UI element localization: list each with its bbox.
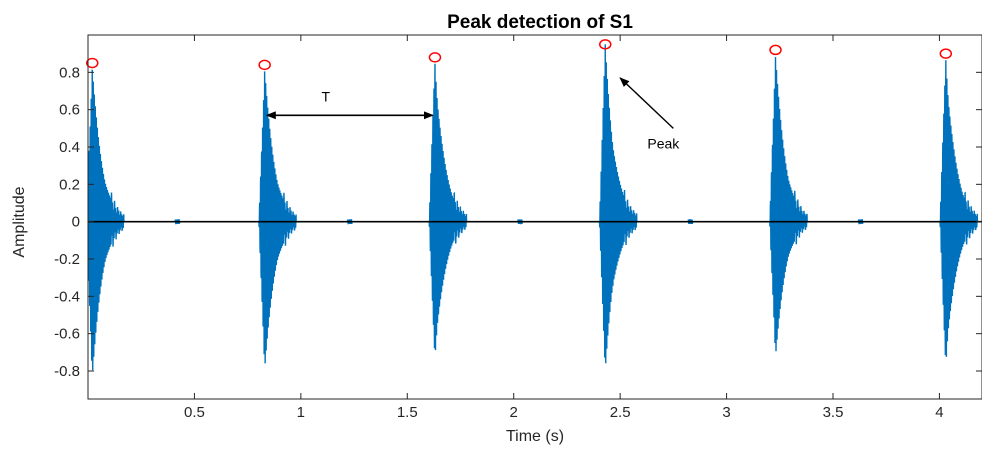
x-tick-label: 0.5 [184,404,205,421]
y-tick-label: -0.8 [54,363,80,380]
x-tick-label: 2.5 [610,404,631,421]
y-tick-label: 0.4 [59,139,80,156]
x-axis-label: Time (s) [506,428,564,445]
peak-marker [598,39,612,50]
x-tick-label: 1 [297,404,305,421]
peak-label: Peak [647,135,680,151]
y-tick-label: 0.8 [59,64,80,81]
peak-marker [769,44,782,56]
period-label: T [322,88,331,104]
y-axis-label: Amplitude [11,186,28,257]
y-tick-label: 0.2 [59,176,80,193]
plot-frame [87,34,982,400]
x-tick-label: 4 [935,404,943,421]
plot-area [88,35,982,399]
chart-title: Peak detection of S1 [447,12,633,33]
y-tick-label: -0.2 [54,251,80,268]
peak-marker [258,59,271,71]
x-tick-label: 3 [722,404,730,421]
x-tick-label: 1.5 [397,404,418,421]
peak-marker [428,52,442,63]
peak-marker [939,48,953,59]
peak-arrow [619,77,674,129]
y-tick-label: -0.4 [54,288,80,305]
y-tick-label: 0 [72,214,80,231]
y-tick-label: 0.6 [59,102,80,119]
x-tick-label: 3.5 [823,404,844,421]
y-tick-label: -0.6 [54,326,80,343]
x-tick-label: 2 [510,404,518,421]
peak-marker [86,57,99,69]
